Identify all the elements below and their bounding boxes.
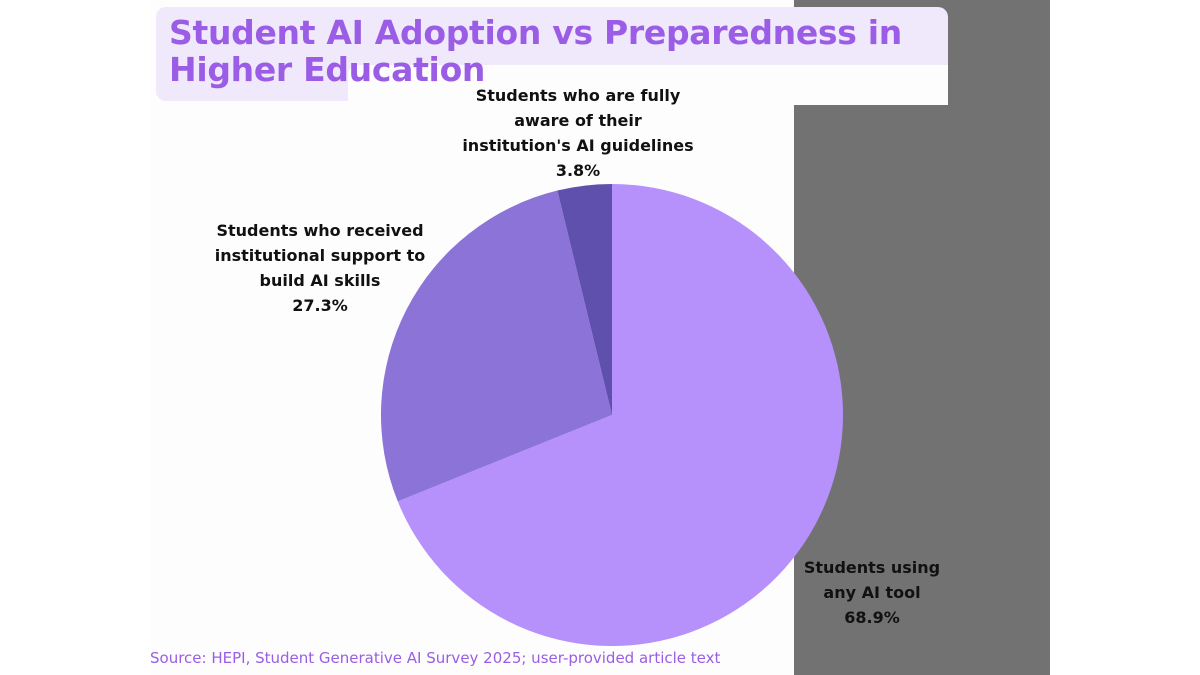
title-box-notch	[348, 65, 948, 105]
slice-any-ai-tool-label: Students using any AI tool 68.9%	[804, 558, 940, 627]
slice-institutional-support	[381, 190, 612, 502]
slice-aware-guidelines-label: Students who are fully aware of their inst…	[462, 86, 693, 180]
dark-side-panel	[794, 0, 1050, 675]
slice-institutional-support-label: Students who received institutional suppo…	[215, 221, 426, 315]
source-note: Source: HEPI, Student Generative AI Surv…	[150, 649, 721, 667]
chart-title: Student AI Adoption vs Preparedness in H…	[169, 13, 903, 89]
slice-any-ai-tool	[397, 184, 844, 646]
slice-aware-guidelines	[557, 184, 612, 415]
